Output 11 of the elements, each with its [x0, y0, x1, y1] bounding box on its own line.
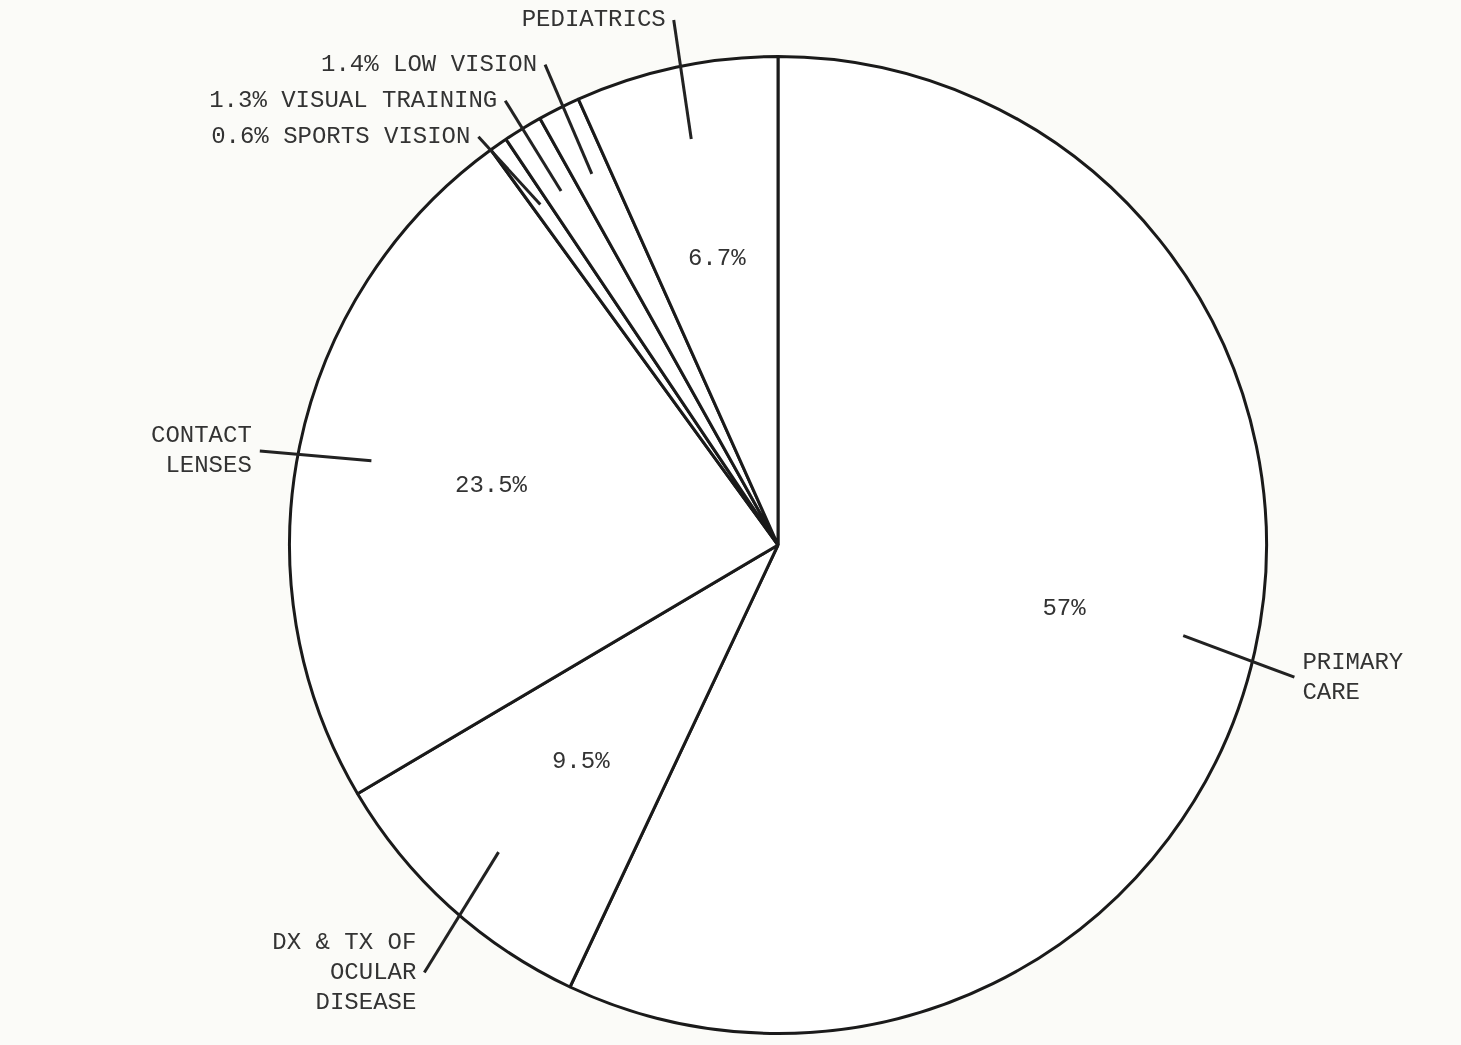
slice-label: DX & TX OF OCULAR DISEASE [272, 928, 417, 1016]
slice-label: PRIMARY CARE [1302, 648, 1404, 706]
data-label: 9.5% [551, 748, 611, 776]
slice-label: CONTACT LENSES [150, 422, 252, 480]
data-label: 6.7% [687, 244, 747, 272]
slice-label: 1.4% LOW VISION [321, 51, 538, 79]
data-label: 57% [1042, 595, 1087, 623]
slice-label: 1.3% VISUAL TRAINING [209, 87, 498, 115]
data-label: 23.5% [454, 471, 528, 499]
slice-label: PEDIATRICS [521, 6, 666, 34]
slice-label: 0.6% SPORTS VISION [211, 123, 471, 151]
